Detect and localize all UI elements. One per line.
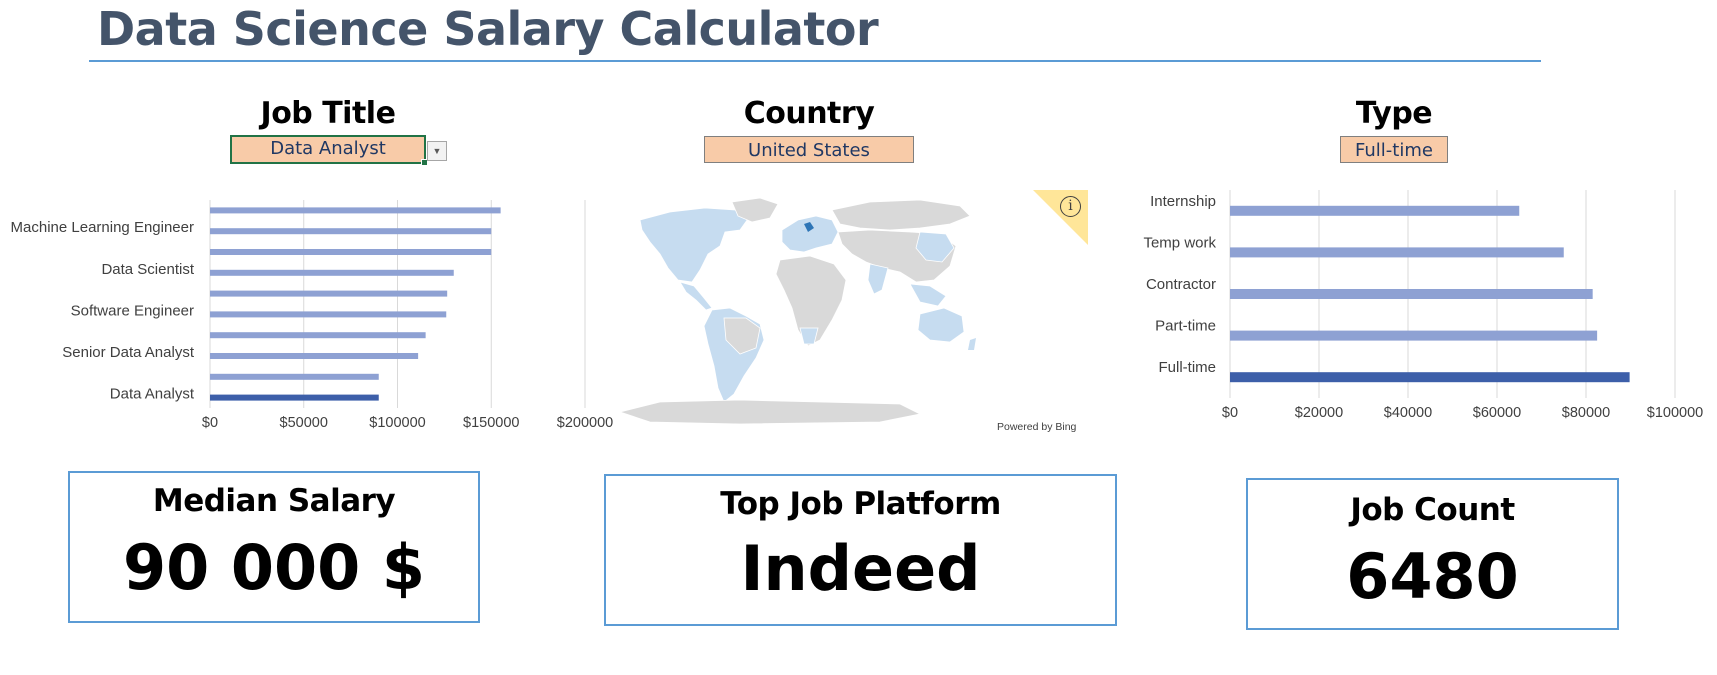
map-brazil <box>723 317 761 355</box>
type-salary-chart: $0 $20000 $40000 $60000 $80000 $100000 Full-ti… <box>1143 190 1703 421</box>
bar[interactable] <box>210 353 419 359</box>
map-info-corner <box>1033 190 1088 245</box>
bar[interactable] <box>1230 289 1593 299</box>
top-platform-card: Top Job Platform Indeed <box>604 474 1117 626</box>
job-title-dropdown-button[interactable]: ▼ <box>427 141 447 161</box>
bar[interactable] <box>210 207 501 214</box>
map-africa <box>775 255 847 347</box>
bar[interactable] <box>210 311 447 318</box>
x-tick-label: $0 <box>202 415 218 431</box>
category-label: Contractor <box>1146 276 1216 293</box>
median-salary-card: Median Salary 90 000 $ <box>68 471 480 623</box>
category-label: Data Scientist <box>101 261 194 278</box>
x-tick-label: $20000 <box>1295 405 1343 421</box>
map-india <box>867 263 889 295</box>
bar[interactable] <box>210 332 426 339</box>
x-tick-label: $60000 <box>1473 405 1521 421</box>
job-count-title: Job Count <box>1350 492 1515 528</box>
map-australia <box>917 307 965 343</box>
x-tick-label: $50000 <box>280 415 328 431</box>
bar[interactable] <box>1230 330 1598 341</box>
x-tick-label: $100000 <box>1647 405 1703 421</box>
x-tick-label: $100000 <box>369 415 425 431</box>
job-title-salary-chart: $0 $50000 $100000 $150000 $200000 Data Analys… <box>11 200 613 431</box>
map-north-america <box>639 207 751 283</box>
top-platform-title: Top Job Platform <box>720 486 1001 522</box>
category-label: Internship <box>1150 193 1216 210</box>
page-title: Data Science Salary Calculator <box>97 2 879 56</box>
title-underline <box>89 60 1541 62</box>
selection-handle[interactable] <box>421 159 428 166</box>
country-filter-label: Country <box>743 96 875 131</box>
category-label: Software Engineer <box>71 302 194 319</box>
bar-selected[interactable] <box>210 394 379 401</box>
top-platform-value: Indeed <box>740 532 981 605</box>
bar[interactable] <box>210 269 454 276</box>
job-count-card: Job Count 6480 <box>1246 478 1619 630</box>
map-east-asia <box>915 231 955 263</box>
map-greenland <box>731 197 779 223</box>
x-tick-label: $40000 <box>1384 405 1432 421</box>
type-filter-label: Type <box>1355 96 1433 131</box>
map-europe <box>781 215 839 253</box>
x-tick-label: $80000 <box>1562 405 1610 421</box>
x-tick-label: $200000 <box>557 415 613 431</box>
world-map <box>618 190 1088 425</box>
bar[interactable] <box>210 373 379 380</box>
x-tick-label: $0 <box>1222 405 1238 421</box>
category-label: Part-time <box>1155 318 1216 335</box>
x-tick-label: $150000 <box>463 415 519 431</box>
type-slicer[interactable]: Full-time <box>1340 136 1448 163</box>
chevron-down-icon: ▼ <box>432 146 442 156</box>
map-russia <box>831 199 971 231</box>
salary-map[interactable] <box>618 190 1088 435</box>
category-label: Data Analyst <box>110 386 195 403</box>
bar-selected[interactable] <box>1230 372 1630 383</box>
country-slicer[interactable]: United States <box>704 136 914 163</box>
median-salary-title: Median Salary <box>152 483 396 519</box>
map-attribution: Powered by Bing <box>997 421 1077 433</box>
bar[interactable] <box>210 290 448 297</box>
map-south-africa <box>799 327 819 345</box>
median-salary-value: 90 000 $ <box>122 531 425 604</box>
category-label: Machine Learning Engineer <box>11 219 194 236</box>
job-title-slicer[interactable]: Data Analyst <box>230 135 426 164</box>
bar[interactable] <box>1230 247 1564 258</box>
bar[interactable] <box>210 249 492 255</box>
info-icon[interactable]: i <box>1060 196 1081 217</box>
category-label: Temp work <box>1143 234 1216 251</box>
category-label: Senior Data Analyst <box>62 344 195 361</box>
map-southeast-asia <box>909 283 947 307</box>
job-title-filter-label: Job Title <box>260 96 396 131</box>
map-selected-country <box>804 222 814 232</box>
map-antarctica <box>618 399 922 425</box>
bar[interactable] <box>1230 205 1520 216</box>
bar[interactable] <box>210 228 492 235</box>
map-new-zealand <box>968 338 976 350</box>
category-label: Full-time <box>1158 359 1216 376</box>
job-count-value: 6480 <box>1346 540 1519 613</box>
map-central-america <box>679 281 713 311</box>
